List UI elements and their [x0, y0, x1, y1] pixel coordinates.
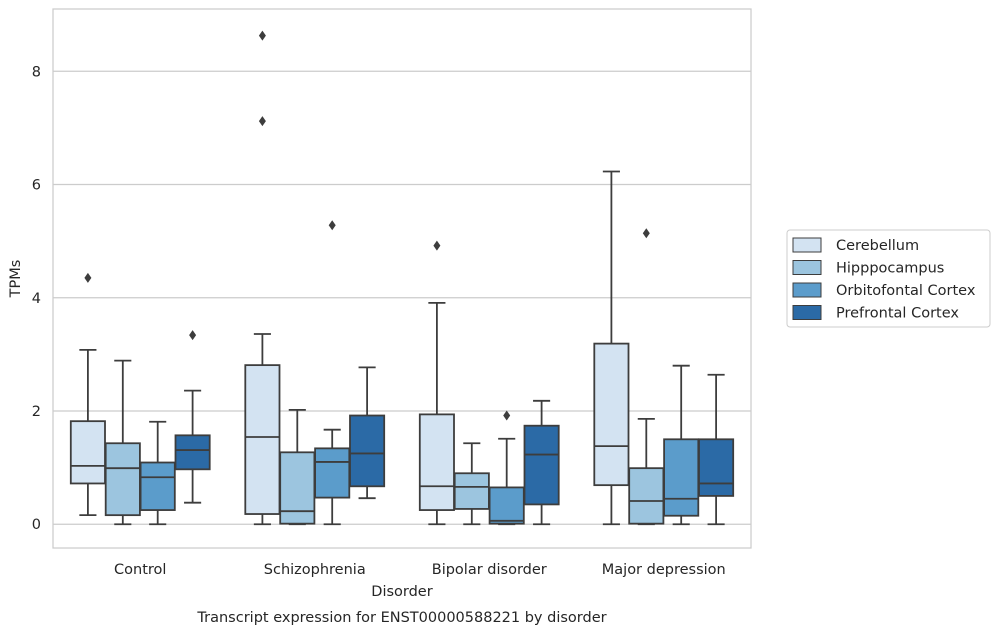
box — [349, 414, 386, 488]
outlier-point — [189, 330, 197, 341]
y-tick-label: 2 — [32, 404, 41, 420]
y-tick-label: 8 — [32, 64, 41, 80]
box-group — [418, 240, 455, 526]
x-tick-labels: Control Schizophrenia Bipolar disorder Majo… — [114, 562, 726, 578]
box-group — [488, 410, 525, 526]
y-tick-label: 4 — [32, 291, 41, 307]
legend-label: Hipppocampus — [836, 261, 944, 277]
box-series — [69, 30, 735, 526]
box-group — [593, 170, 630, 526]
box — [523, 424, 560, 506]
y-axis-label: TPMs — [8, 260, 24, 299]
chart-title: Transcript expression for ENST0000058822… — [196, 610, 606, 626]
box-group — [453, 442, 490, 526]
legend-swatch — [792, 237, 822, 253]
box — [244, 364, 281, 515]
outlier-point — [328, 220, 336, 231]
x-axis-label: Disorder — [371, 584, 432, 600]
box-group — [69, 272, 106, 517]
y-tick-label: 0 — [32, 517, 41, 533]
outlier-point — [642, 228, 650, 239]
box — [453, 472, 490, 510]
box-group — [279, 408, 316, 526]
legend-label: Prefrontal Cortex — [836, 306, 959, 322]
outlier-point — [503, 410, 511, 421]
box-group — [349, 366, 386, 500]
box — [593, 342, 630, 487]
x-tick-label: Schizophrenia — [264, 562, 366, 578]
box — [279, 451, 316, 525]
outlier-point — [258, 116, 266, 127]
outlier-point — [433, 240, 441, 251]
box — [314, 447, 351, 499]
box — [139, 461, 176, 511]
box-group — [314, 220, 351, 526]
box — [698, 438, 735, 497]
y-tick-label: 6 — [32, 178, 41, 194]
box-group — [628, 228, 665, 526]
box-group — [104, 359, 141, 526]
outlier-point — [84, 272, 92, 283]
box — [104, 442, 141, 517]
box — [663, 438, 700, 517]
box-group — [244, 30, 281, 526]
x-tick-label: Bipolar disorder — [432, 562, 547, 578]
x-tick-label: Control — [114, 562, 166, 578]
legend: Cerebellum Hipppocampus Orbitofontal Corte… — [786, 229, 991, 328]
box-group — [698, 373, 735, 526]
y-tick-labels: 0 2 4 6 8 — [32, 64, 41, 533]
box-group — [174, 330, 211, 504]
box-group — [523, 399, 560, 526]
box — [628, 467, 665, 525]
x-tick-label: Major depression — [602, 562, 726, 578]
legend-label: Orbitofontal Cortex — [836, 283, 976, 299]
legend-label: Cerebellum — [836, 238, 919, 254]
plot-area-frame — [52, 8, 752, 549]
legend-swatch — [792, 260, 822, 275]
legend-frame — [786, 229, 991, 328]
box — [418, 413, 455, 511]
legend-swatch — [792, 305, 822, 320]
legend-swatch — [792, 282, 822, 298]
box — [488, 486, 525, 525]
box — [69, 420, 106, 485]
box-group — [663, 364, 700, 526]
box-group — [139, 420, 176, 526]
box — [174, 434, 211, 471]
outlier-point — [258, 30, 266, 41]
